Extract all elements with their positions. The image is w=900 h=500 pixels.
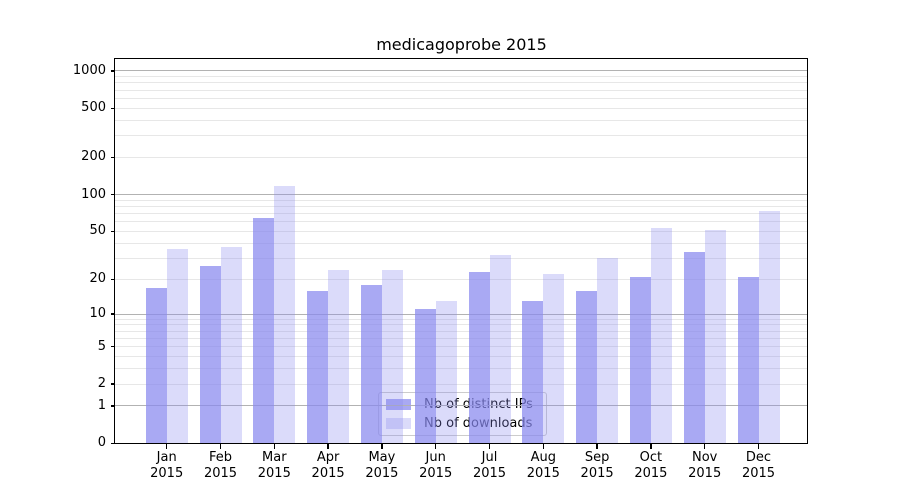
y-tick-label: 1	[97, 397, 106, 413]
gridline-major	[115, 194, 808, 196]
gridline-minor	[115, 76, 808, 78]
bar-downloads-apr	[328, 269, 350, 444]
x-tick-label: Aug 2015	[526, 450, 560, 481]
gridline-minor	[115, 213, 808, 215]
x-tick-mark	[757, 444, 760, 449]
y-tick-label: 5	[97, 338, 106, 354]
x-tick-mark	[435, 444, 437, 449]
x-tick-mark	[596, 444, 598, 449]
x-tick-mark	[542, 444, 544, 449]
x-tick-label: Nov 2015	[688, 450, 722, 481]
x-tick-label: Jan 2015	[150, 450, 184, 481]
y-tick-label: 20	[89, 271, 106, 287]
bar-downloads-dec	[758, 211, 780, 444]
x-tick-mark	[219, 444, 222, 449]
bar-distinct-ips-may	[360, 284, 382, 444]
x-tick-label: May 2015	[365, 450, 399, 481]
gridline-minor	[115, 82, 808, 84]
gridline-minor	[115, 205, 808, 207]
bar-downloads-jul	[489, 254, 511, 444]
y-tick-mark	[110, 230, 115, 233]
x-tick-label: Jul 2015	[472, 450, 507, 481]
bar-distinct-ips-sep	[576, 290, 598, 444]
gridline-minor	[115, 119, 808, 121]
x-tick-mark	[704, 444, 706, 449]
x-tick-label: Jun 2015	[419, 450, 453, 481]
bar-downloads-jun	[435, 301, 457, 444]
bar-distinct-ips-dec	[737, 276, 759, 444]
gridline-minor	[115, 199, 808, 201]
bar-distinct-ips-oct	[629, 276, 651, 444]
bar-distinct-ips-apr	[307, 290, 329, 444]
y-tick-mark	[110, 193, 115, 196]
gridline-major	[115, 70, 808, 72]
x-tick-label: Oct 2015	[634, 450, 668, 481]
x-tick-mark	[273, 444, 275, 449]
bar-downloads-mar	[274, 185, 296, 444]
y-tick-label: 500	[81, 100, 106, 116]
y-tick-label: 200	[81, 149, 106, 165]
legend-item-downloads: Nb of downloads	[386, 417, 538, 430]
bar-downloads-sep	[597, 258, 619, 444]
bar-distinct-ips-jul	[468, 272, 490, 444]
y-tick-label: 100	[81, 186, 106, 202]
x-tick-mark	[381, 444, 383, 449]
y-tick-mark	[110, 278, 115, 280]
y-tick-mark	[110, 346, 115, 348]
legend-swatch-downloads	[386, 418, 411, 429]
bar-downloads-nov	[704, 230, 726, 444]
y-tick-mark	[110, 107, 115, 109]
gridline-minor	[115, 221, 808, 223]
gridline-minor	[115, 156, 808, 158]
y-tick-mark	[110, 383, 115, 385]
bar-downloads-feb	[220, 247, 242, 444]
bar-distinct-ips-nov	[683, 251, 705, 444]
bar-downloads-aug	[543, 274, 565, 444]
bar-downloads-jan	[166, 248, 188, 444]
y-tick-mark	[110, 405, 115, 407]
gridline-minor	[115, 107, 808, 109]
y-tick-label: 0	[97, 435, 106, 451]
y-tick-label: 50	[89, 223, 106, 239]
gridline-minor	[115, 135, 808, 137]
x-tick-label: Sep 2015	[580, 450, 614, 481]
x-tick-mark	[327, 444, 329, 449]
bar-distinct-ips-mar	[253, 218, 275, 444]
y-tick-mark	[110, 70, 115, 72]
bar-downloads-may	[381, 269, 403, 444]
chart-title: medicagoprobe 2015	[376, 35, 547, 54]
bar-distinct-ips-jun	[414, 309, 436, 444]
y-tick-mark	[110, 156, 115, 159]
bar-downloads-oct	[650, 228, 672, 444]
x-tick-label: Feb 2015	[203, 450, 238, 481]
legend: Nb of distinct IPs Nb of downloads	[378, 392, 547, 436]
bar-distinct-ips-jan	[145, 287, 167, 444]
bar-distinct-ips-aug	[522, 301, 544, 444]
x-tick-label: Mar 2015	[257, 450, 291, 481]
legend-item-distinct-ips: Nb of distinct IPs	[386, 398, 538, 411]
y-tick-mark	[110, 442, 115, 444]
x-tick-mark	[488, 444, 491, 449]
x-tick-label: Dec 2015	[741, 450, 776, 481]
legend-swatch-distinct-ips	[386, 399, 411, 410]
gridline-minor	[115, 97, 808, 99]
x-tick-label: Apr 2015	[311, 450, 345, 481]
y-tick-label: 1000	[72, 62, 106, 78]
y-tick-label: 10	[89, 306, 106, 322]
y-tick-mark	[110, 313, 115, 315]
bar-distinct-ips-feb	[199, 265, 221, 444]
x-tick-mark	[650, 444, 652, 449]
y-tick-label: 2	[97, 376, 106, 392]
x-tick-mark	[166, 444, 168, 449]
gridline-minor	[115, 89, 808, 91]
